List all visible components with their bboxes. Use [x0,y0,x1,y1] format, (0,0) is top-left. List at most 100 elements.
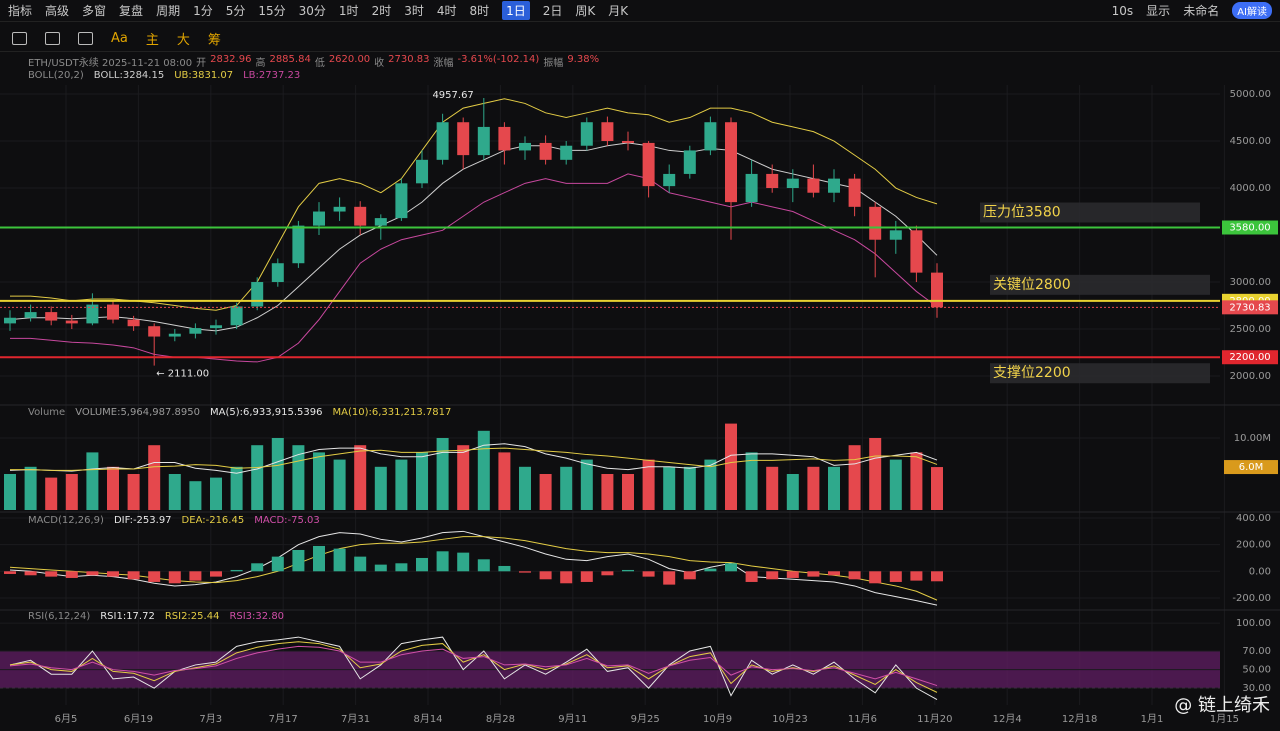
y-tick-label: 2500.00 [1230,324,1271,335]
toolbar-item[interactable]: 1时 [338,4,359,18]
bar [786,571,799,578]
candle-body [848,178,861,207]
toolbar-item[interactable]: 月K [608,4,629,18]
bar [848,445,861,510]
toolbar-item[interactable]: 未命名 [1183,4,1220,18]
candle-body [889,230,902,240]
quote-label: 低 [314,58,325,69]
bar [477,559,490,572]
bar [828,466,840,510]
bar [45,477,58,510]
bar [704,568,717,572]
x-tick-label: 7月3 [199,713,222,725]
toolbar-item[interactable]: 2日 [542,4,563,18]
quote-label: 高 [255,58,266,69]
bar [189,571,202,581]
indicator-header: BOLL(20,2) BOLL:3284.15 UB:3831.07 LB:2737.… [28,70,300,81]
x-tick-label: 7月17 [269,713,298,725]
bar [271,438,284,510]
toolbar-left: 指标 高级 多窗 复盘 周期 1分 5分 15分 30分 1时 2时 3时 4时 8时 1日 2日 周K 月K [8,1,628,20]
x-tick-label: 9月11 [558,713,587,725]
toolbar-item[interactable]: 3时 [404,4,424,18]
bar [601,474,614,510]
toolbar-item[interactable]: 5分 [225,4,246,18]
toolbar-item[interactable]: 1分 [193,4,213,18]
tool[interactable]: 主 [145,33,159,48]
indicator-header: MACD(12,26,9) DIF:-253.97 DEA:-216.45 MACD:… [28,515,320,526]
legend-entry: VOLUME:5,964,987.8950 [75,407,200,418]
bar [24,466,37,510]
quote-value: 2885.84 [269,54,311,65]
bar [580,571,593,582]
toolbar-item[interactable]: 4时 [436,4,457,18]
last-volume-tag [1224,460,1278,475]
tool[interactable]: Aa [111,31,128,46]
y-tick-label: 200.00 [1236,540,1271,551]
bar [168,474,181,510]
toolbar-item[interactable]: 8时 [469,4,490,18]
bar [210,477,222,510]
bar [828,571,840,576]
toolbar-item[interactable]: 高级 [45,4,70,18]
tool[interactable]: 大 [176,33,190,48]
candle-body [560,145,573,160]
toolbar-item[interactable]: 多窗 [82,4,107,18]
quote-label: 振幅 [543,58,564,69]
last-price-tag [1222,300,1278,315]
toolbar-item[interactable]: 10s [1111,3,1134,18]
bar [869,438,882,510]
tool-icon[interactable] [12,32,27,45]
toolbar-item[interactable]: 周期 [156,4,181,18]
bar [848,571,861,580]
toolbar-item[interactable]: 15分 [258,4,286,18]
bar [24,571,37,576]
tool-icon[interactable] [78,32,93,45]
indicator-name: RSI(6,12,24) [28,611,91,622]
bar [416,557,428,572]
bar [498,565,511,572]
bar [725,563,737,572]
y-tick-label: 5000.00 [1230,89,1271,100]
bar [4,571,16,574]
series-line [9,645,938,687]
tool[interactable]: 筹 [207,33,221,48]
x-tick-label: 11月20 [917,713,952,725]
y-tick-label: 50.00 [1242,665,1271,676]
x-tick-label: 8月28 [486,713,515,725]
toolbar-item[interactable]: 复盘 [119,4,144,18]
bar [230,569,243,572]
toolbar-item[interactable]: AI解读 [1232,2,1272,19]
bar [601,571,614,576]
legend-entry: BOLL:3284.15 [93,70,165,81]
level-note: 关键位2800 [993,277,1071,293]
candle-body [931,272,943,308]
quote-value: -3.61%(-102.14) [457,54,540,65]
candle-body [168,333,181,337]
toolbar-item[interactable]: 2时 [371,4,392,18]
candle-body [869,206,882,240]
candle-body [4,317,16,324]
toolbar-item[interactable]: 30分 [298,4,326,18]
toolbar-item[interactable]: 显示 [1146,4,1171,18]
y-tick-label: 2000.00 [1230,371,1271,382]
quote-value: 2620.00 [328,54,371,65]
toolbar-item[interactable]: 指标 [8,4,33,18]
x-tick-label: 9月25 [631,713,660,725]
bar [745,571,758,582]
toolbar-item[interactable]: 1日 [502,1,530,20]
y-tick-label: 10.00M [1234,433,1271,444]
y-tick-label: 0.00 [1249,566,1271,577]
level-tag-label: 3580.00 [1229,223,1270,234]
toolbar-item[interactable]: 周K [575,4,596,18]
candle-body [374,218,387,226]
bar [766,571,779,580]
candle-body [86,304,99,324]
y-tick-label: 4500.00 [1230,136,1271,147]
bar [251,445,264,510]
bar [436,438,449,510]
bar [519,571,531,573]
bar [168,571,181,584]
tool-icon[interactable] [45,32,60,45]
candle-body [65,320,78,324]
bar [374,564,387,572]
